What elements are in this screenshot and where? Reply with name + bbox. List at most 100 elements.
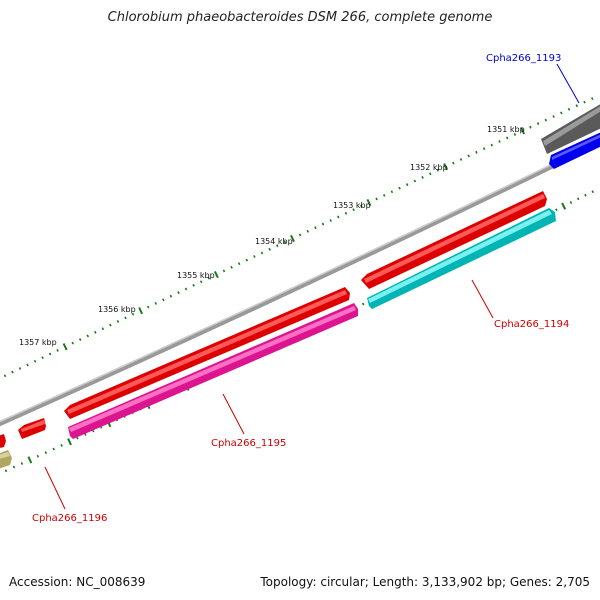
outer-scale-tick: [131, 312, 135, 316]
outer-scale-tick: [138, 307, 144, 315]
leader-line-cpha266-1195: [222, 393, 245, 435]
gene-label-cpha266-1196[interactable]: Cpha266_1196: [32, 513, 107, 524]
inner-scale-tick: [67, 438, 72, 446]
scale-label-1356: 1356 kbp: [98, 305, 136, 314]
outer-scale-tick: [390, 190, 394, 194]
outer-scale-tick: [344, 211, 348, 215]
map-title: Chlorobium phaeobacteroides DSM 266, com…: [107, 10, 493, 25]
outer-scale-tick: [490, 143, 494, 147]
outer-scale-tick: [71, 341, 74, 345]
scale-label-1351: 1351 kbp: [487, 125, 525, 134]
outer-scale-tick: [560, 111, 563, 115]
accession-text: Accession: NC_008639: [9, 575, 146, 589]
outer-scale-tick: [86, 334, 90, 338]
outer-scale-tick: [467, 154, 470, 158]
outer-scale-tick: [513, 132, 517, 136]
gene-feature-red-middle-shine: [67, 290, 347, 414]
outer-scale-tick: [443, 163, 449, 171]
outer-scale-tick: [567, 107, 571, 111]
inner-scale-tick: [569, 201, 573, 204]
outer-scale-tick: [337, 215, 340, 219]
outer-scale-tick: [94, 330, 97, 334]
outer-scale-tick: [452, 161, 455, 165]
outer-scale-tick: [536, 122, 540, 126]
leader-line-cpha266-1196: [44, 466, 66, 510]
topology-summary-text: Topology: circular; Length: 3,133,902 bp…: [260, 575, 590, 589]
outer-scale-tick: [413, 179, 417, 183]
inner-scale-tick: [20, 462, 24, 465]
outer-scale-tick: [260, 251, 264, 255]
outer-scale-tick: [552, 115, 555, 118]
inner-scale-tick: [361, 302, 365, 306]
outer-scale-tick: [505, 136, 509, 140]
outer-scale-tick: [192, 283, 195, 287]
gene-label-cpha266-1193[interactable]: Cpha266_1193: [486, 53, 561, 64]
outer-scale-tick: [359, 204, 363, 208]
scale-label-1354: 1354 kbp: [255, 237, 293, 246]
outer-scale-tick: [405, 183, 409, 187]
outer-scale-tick: [207, 276, 211, 280]
gene-feature-red-forward-shine: [364, 194, 545, 283]
outer-scale-tick: [41, 356, 44, 360]
outer-scale-tick: [237, 262, 241, 266]
outer-scale-tick: [366, 198, 372, 207]
outer-scale-tick: [398, 186, 401, 190]
outer-scale-tick: [33, 359, 37, 363]
outer-scale-tick: [482, 147, 486, 151]
outer-scale-ruler: [3, 97, 594, 378]
outer-scale-tick: [436, 168, 440, 172]
outer-scale-tick: [421, 175, 424, 179]
leader-line-cpha266-1193: [556, 63, 580, 104]
outer-scale-tick: [62, 343, 68, 351]
outer-scale-tick: [154, 301, 158, 305]
outer-scale-tick: [298, 233, 302, 237]
outer-scale-tick: [109, 323, 112, 327]
outer-scale-tick: [290, 234, 295, 243]
outer-scale-tick: [56, 348, 59, 352]
outer-scale-tick: [306, 229, 310, 233]
inner-scale-tick: [561, 202, 567, 210]
inner-scale-tick: [555, 208, 558, 212]
outer-scale-tick: [101, 327, 105, 331]
outer-scale-tick: [184, 287, 188, 291]
outer-scale-tick: [382, 193, 386, 197]
outer-scale-tick: [18, 367, 22, 370]
gene-label-cpha266-1194[interactable]: Cpha266_1194: [494, 319, 569, 330]
inner-scale-tick: [44, 451, 48, 455]
outer-scale-tick: [575, 104, 579, 108]
gene-feature-gray-shine: [543, 106, 600, 146]
gene-feature-olive-edge-shine: [0, 452, 10, 459]
scale-label-1357: 1357 kbp: [19, 338, 57, 347]
outer-scale-tick: [583, 100, 586, 104]
outer-scale-tick: [116, 320, 120, 323]
inner-scale-tick: [27, 456, 33, 464]
outer-scale-tick: [268, 247, 271, 251]
outer-scale-tick: [213, 270, 219, 279]
gene-feature-red-edge[interactable]: [0, 434, 6, 449]
outer-scale-tick: [329, 219, 332, 222]
gene-label-cpha266-1195[interactable]: Cpha266_1195: [211, 438, 286, 449]
outer-scale-tick: [48, 352, 52, 356]
outer-scale-tick: [428, 172, 432, 176]
outer-scale-tick: [169, 294, 173, 298]
outer-scale-tick: [321, 222, 325, 226]
outer-scale-tick: [275, 244, 279, 248]
outer-scale-tick: [498, 140, 501, 143]
outer-scale-tick: [3, 374, 7, 378]
scale-label-1353: 1353 kbp: [333, 201, 371, 210]
outer-scale-tick: [177, 291, 180, 295]
outer-scale-tick: [590, 97, 594, 101]
inner-scale-tick: [584, 193, 587, 197]
outer-scale-tick: [199, 280, 203, 284]
outer-scale-tick: [222, 269, 226, 273]
outer-scale-tick: [26, 363, 29, 367]
gene-feature-cpha266-1196-shine: [21, 420, 45, 432]
outer-scale-tick: [162, 298, 165, 302]
inner-scale-tick: [36, 454, 40, 458]
scale-label-1352: 1352 kbp: [410, 163, 448, 172]
outer-scale-tick: [253, 255, 256, 258]
inner-scale-tick: [576, 197, 580, 201]
gene-feature-cpha266-1193-shine: [552, 134, 600, 160]
